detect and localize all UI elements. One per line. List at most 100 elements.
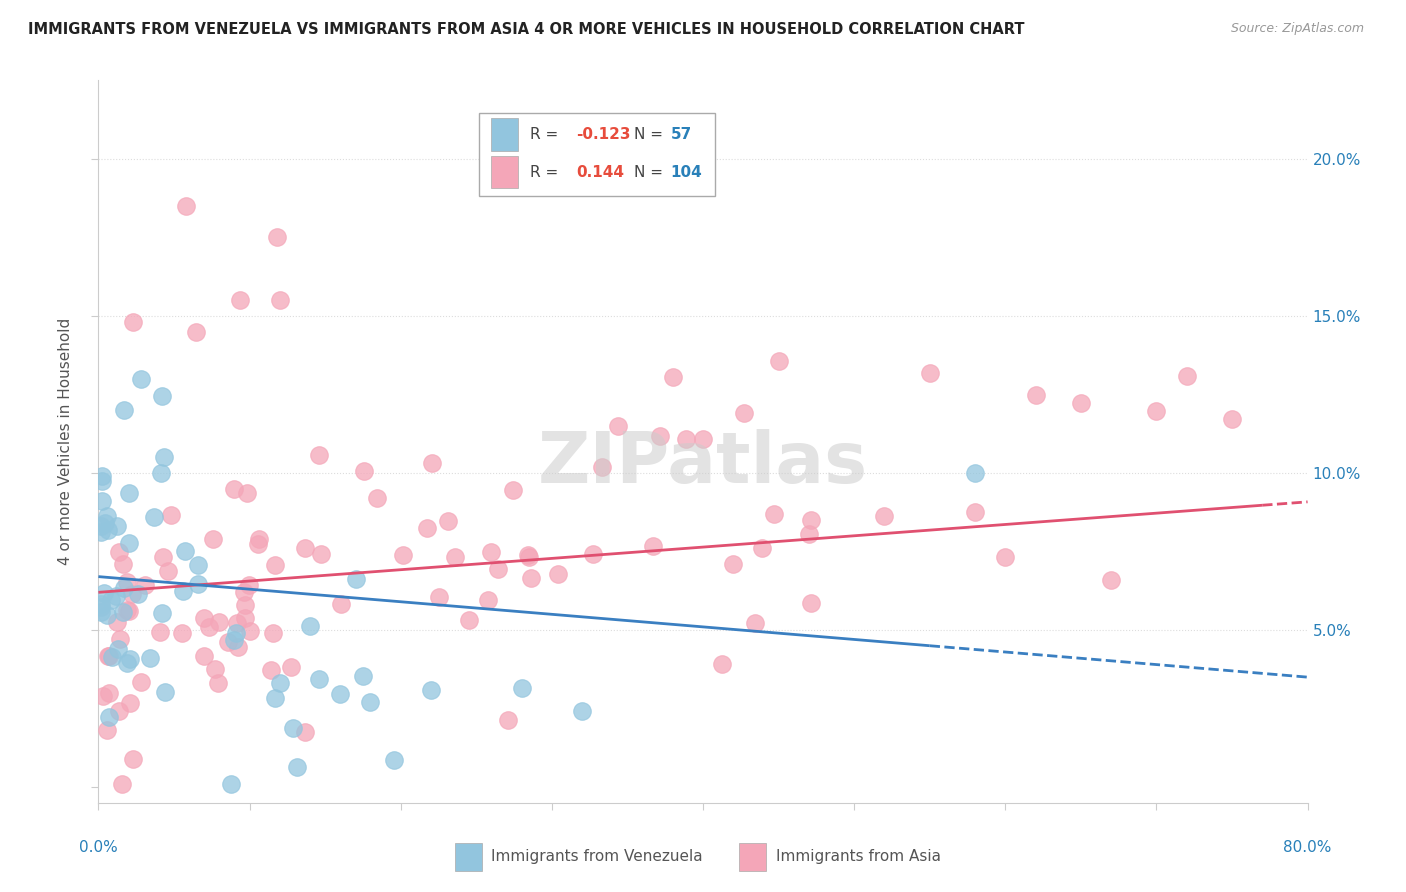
Point	[308, 448, 330, 462]
Point	[118, 486, 141, 500]
Point	[97, 649, 120, 664]
Point	[172, 626, 194, 640]
Point	[1099, 573, 1122, 587]
Point	[344, 572, 367, 586]
Point	[91, 493, 114, 508]
Point	[107, 704, 129, 718]
Point	[247, 537, 270, 551]
Point	[486, 562, 509, 576]
Point	[427, 590, 450, 604]
Point	[502, 483, 524, 497]
Bar	[740, 843, 766, 871]
Point	[233, 599, 256, 613]
Point	[1175, 368, 1198, 383]
Point	[96, 508, 118, 523]
Point	[122, 315, 145, 329]
Point	[225, 626, 247, 640]
Point	[174, 199, 197, 213]
Point	[965, 505, 987, 519]
Point	[281, 721, 304, 735]
Point	[800, 513, 823, 527]
Point	[547, 566, 569, 581]
Point	[235, 611, 257, 625]
Point	[733, 406, 755, 420]
Point	[115, 602, 138, 616]
Point	[100, 593, 122, 607]
Point	[111, 605, 134, 619]
Point	[222, 482, 245, 496]
Point	[675, 432, 697, 446]
Point	[436, 514, 458, 528]
Point	[149, 466, 172, 480]
Point	[225, 615, 247, 630]
Point	[121, 587, 143, 601]
Point	[122, 751, 145, 765]
Point	[294, 724, 316, 739]
Point	[479, 545, 502, 559]
Point	[217, 635, 239, 649]
Point	[236, 486, 259, 500]
Point	[260, 663, 283, 677]
Point	[308, 673, 330, 687]
Point	[643, 539, 665, 553]
Point	[873, 508, 896, 523]
Text: -0.123: -0.123	[576, 127, 630, 142]
Point	[201, 532, 224, 546]
Point	[294, 541, 316, 556]
Point	[648, 429, 671, 443]
Point	[208, 615, 231, 629]
Point	[105, 589, 128, 603]
Text: 57: 57	[671, 127, 692, 142]
Point	[1070, 396, 1092, 410]
Point	[571, 704, 593, 718]
Point	[477, 593, 499, 607]
Point	[91, 475, 114, 489]
Text: Immigrants from Venezuela: Immigrants from Venezuela	[492, 849, 703, 864]
Point	[520, 571, 543, 585]
Point	[762, 507, 785, 521]
Point	[352, 669, 374, 683]
Point	[299, 619, 322, 633]
Point	[115, 574, 138, 589]
Point	[219, 777, 242, 791]
Point	[309, 547, 332, 561]
Point	[96, 607, 118, 622]
Point	[187, 558, 209, 572]
Point	[174, 544, 197, 558]
Point	[965, 466, 987, 480]
Bar	[456, 843, 482, 871]
Point	[353, 464, 375, 478]
Text: ZIPatlas: ZIPatlas	[538, 429, 868, 498]
Point	[1220, 411, 1243, 425]
Point	[110, 777, 132, 791]
Point	[751, 541, 773, 556]
Point	[692, 432, 714, 446]
Text: R =: R =	[530, 127, 564, 142]
Point	[606, 418, 628, 433]
Point	[204, 662, 226, 676]
Point	[90, 519, 112, 533]
Point	[186, 325, 208, 339]
Point	[90, 605, 112, 619]
Bar	[492, 119, 517, 151]
Point	[159, 508, 181, 522]
Point	[96, 723, 118, 737]
Point	[157, 565, 180, 579]
Point	[129, 372, 152, 386]
Point	[172, 584, 194, 599]
Point	[152, 549, 174, 564]
Point	[98, 686, 121, 700]
Point	[280, 660, 302, 674]
FancyBboxPatch shape	[479, 112, 716, 196]
Point	[112, 581, 135, 595]
Point	[229, 293, 252, 308]
Point	[193, 611, 215, 625]
Point	[139, 650, 162, 665]
Point	[723, 557, 745, 571]
Point	[420, 683, 443, 698]
Point	[269, 293, 291, 308]
Point	[120, 696, 142, 710]
Point	[238, 578, 260, 592]
Point	[416, 521, 439, 535]
Point	[239, 624, 262, 638]
